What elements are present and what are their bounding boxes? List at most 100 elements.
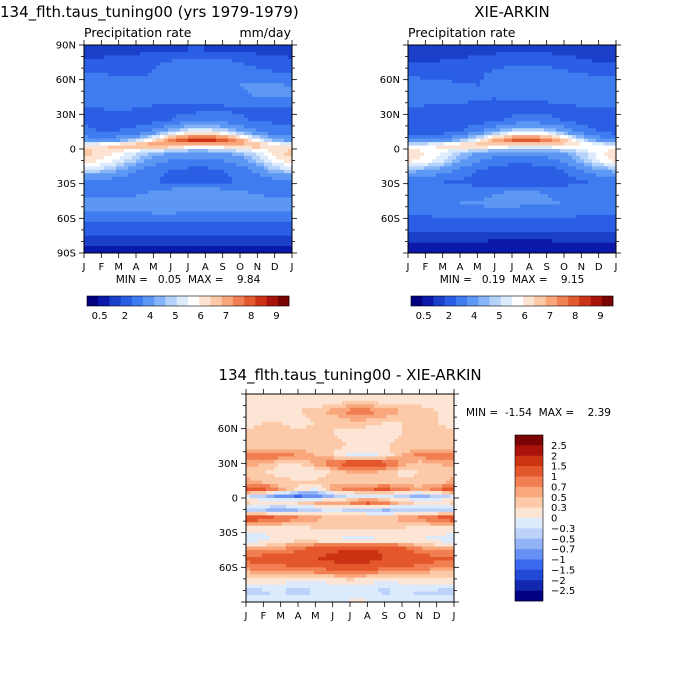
- field-cell: [240, 65, 245, 70]
- field-cell: [232, 194, 237, 198]
- field-cell: [140, 90, 145, 94]
- field-cell: [592, 110, 597, 115]
- field-cell: [560, 100, 565, 105]
- field-cell: [196, 97, 201, 101]
- field-cell: [240, 55, 245, 60]
- field-cell: [212, 214, 217, 219]
- field-cell: [152, 76, 157, 81]
- field-cell: [272, 48, 277, 53]
- field-cell: [176, 194, 181, 198]
- field-cell: [268, 135, 273, 139]
- field-cell: [220, 79, 225, 84]
- field-cell: [224, 249, 229, 254]
- field-cell: [196, 69, 201, 74]
- field-cell: [436, 149, 441, 153]
- field-cell: [148, 246, 153, 250]
- field-cell: [592, 138, 597, 143]
- field-cell: [248, 62, 253, 67]
- field-cell: [468, 69, 473, 74]
- field-cell: [452, 110, 457, 115]
- field-cell: [124, 204, 129, 209]
- field-cell: [204, 166, 209, 171]
- field-cell: [116, 90, 121, 94]
- field-cell: [164, 232, 169, 237]
- field-cell: [592, 48, 597, 53]
- field-cell: [488, 149, 493, 153]
- field-cell: [104, 228, 109, 233]
- field-cell: [156, 124, 161, 129]
- field-cell: [536, 90, 541, 94]
- field-cell: [288, 187, 293, 191]
- field-cell: [428, 107, 433, 112]
- field-cell: [172, 159, 177, 164]
- field-cell: [480, 65, 485, 70]
- field-cell: [472, 51, 477, 56]
- field-cell: [280, 142, 285, 146]
- field-cell: [540, 124, 545, 129]
- field-cell: [580, 152, 585, 157]
- field-cell: [220, 218, 225, 223]
- field-cell: [200, 128, 205, 133]
- field-cell: [524, 131, 529, 136]
- field-cell: [264, 155, 269, 160]
- field-cell: [284, 83, 289, 87]
- field-cell: [132, 246, 137, 250]
- field-cell: [132, 110, 137, 115]
- field-cell: [212, 187, 217, 191]
- field-cell: [508, 128, 513, 133]
- field-cell: [268, 176, 273, 181]
- field-cell: [212, 117, 217, 122]
- field-cell: [596, 152, 601, 157]
- field-cell: [496, 100, 501, 105]
- field-cell: [96, 79, 101, 84]
- field-cell: [128, 138, 133, 143]
- field-cell: [204, 246, 209, 250]
- field-cell: [556, 124, 561, 129]
- field-cell: [152, 93, 157, 98]
- field-cell: [176, 69, 181, 74]
- field-cell: [480, 93, 485, 98]
- field-cell: [124, 65, 129, 70]
- field-cell: [244, 142, 249, 146]
- field-cell: [432, 65, 437, 70]
- field-cell: [572, 51, 577, 56]
- field-cell: [84, 159, 89, 164]
- field-cell: [200, 225, 205, 230]
- field-cell: [208, 103, 213, 108]
- field-cell: [264, 197, 269, 202]
- field-cell: [428, 72, 433, 77]
- field-cell: [500, 83, 505, 87]
- field-cell: [176, 142, 181, 146]
- field-cell: [224, 246, 229, 250]
- field-cell: [468, 97, 473, 101]
- field-cell: [88, 79, 93, 84]
- field-cell: [212, 114, 217, 119]
- field-cell: [428, 124, 433, 129]
- panel-model-units: mm/day: [239, 25, 291, 40]
- field-cell: [140, 218, 145, 223]
- field-cell: [512, 142, 517, 146]
- field-cell: [272, 197, 277, 202]
- field-cell: [468, 155, 473, 160]
- field-cell: [152, 187, 157, 191]
- field-cell: [480, 149, 485, 153]
- field-cell: [192, 100, 197, 105]
- field-cell: [284, 131, 289, 136]
- field-cell: [596, 62, 601, 67]
- field-cell: [148, 128, 153, 133]
- field-cell: [472, 79, 477, 84]
- field-cell: [180, 225, 185, 230]
- field-cell: [532, 138, 537, 143]
- field-cell: [460, 93, 465, 98]
- field-cell: [160, 48, 165, 53]
- field-cell: [556, 83, 561, 87]
- field-cell: [436, 110, 441, 115]
- field-cell: [572, 124, 577, 129]
- field-cell: [220, 242, 225, 247]
- field-cell: [552, 128, 557, 133]
- field-cell: [468, 45, 473, 49]
- field-cell: [284, 76, 289, 81]
- field-cell: [492, 135, 497, 139]
- field-cell: [168, 180, 173, 185]
- field-cell: [592, 135, 597, 139]
